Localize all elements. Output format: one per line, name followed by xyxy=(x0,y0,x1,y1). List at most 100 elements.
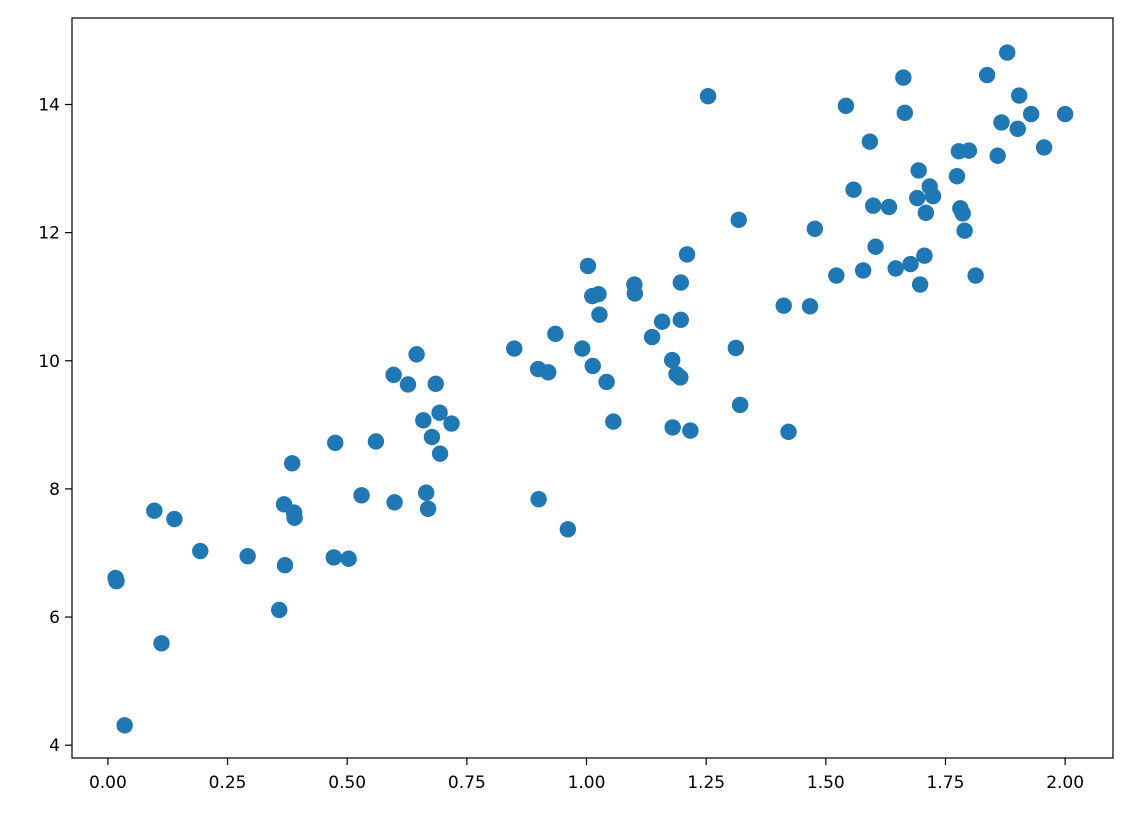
y-tick-label: 6 xyxy=(49,608,60,628)
scatter-point xyxy=(682,422,699,439)
scatter-point xyxy=(506,340,523,357)
y-tick-label: 14 xyxy=(38,95,60,115)
plot-frame xyxy=(71,17,1114,759)
scatter-point xyxy=(1010,87,1028,104)
scatter-point xyxy=(271,601,288,619)
scatter-point xyxy=(591,306,608,323)
scatter-point xyxy=(887,260,904,277)
scatter-point xyxy=(239,547,256,565)
scatter-point xyxy=(911,276,929,293)
scatter-point xyxy=(672,274,690,291)
x-tick-label: 1.25 xyxy=(687,773,725,793)
scatter-point xyxy=(993,114,1010,131)
scatter-point xyxy=(895,69,912,86)
scatter-point xyxy=(146,502,163,519)
scatter-point xyxy=(626,285,644,302)
scatter-point xyxy=(327,434,344,451)
y-tick-label: 10 xyxy=(38,352,60,372)
scatter-point xyxy=(780,423,797,441)
scatter-point xyxy=(1035,139,1053,156)
scatter-point xyxy=(730,211,747,229)
x-axis: 0.00 0.25 0.50 0.75 1.00 1.25 1.50 1.75 2.00 xyxy=(89,758,1084,793)
scatter-point xyxy=(643,328,661,346)
scatter-point xyxy=(399,376,417,393)
scatter-point xyxy=(867,238,884,255)
scatter-point xyxy=(192,542,209,560)
y-tick-label: 4 xyxy=(49,736,60,756)
scatter-point xyxy=(540,364,557,381)
scatter-point xyxy=(547,325,564,343)
scatter-point xyxy=(584,357,601,375)
scatter-point xyxy=(367,433,385,450)
scatter-point xyxy=(837,97,855,114)
scatter-point xyxy=(896,104,913,122)
scatter-point xyxy=(1009,120,1026,138)
scatter-point xyxy=(598,373,615,391)
scatter-point xyxy=(386,494,403,511)
scatter-point xyxy=(960,142,978,159)
scatter-point xyxy=(845,181,862,198)
scatter-point xyxy=(108,572,125,590)
x-tick-label: 1.50 xyxy=(807,773,845,793)
scatter-point xyxy=(590,285,607,303)
scatter-point xyxy=(954,205,971,222)
scatter-point xyxy=(924,187,942,205)
scatter-point xyxy=(806,220,824,237)
scatter-point xyxy=(431,404,448,421)
scatter-point xyxy=(916,247,933,264)
scatter-point xyxy=(902,255,919,273)
scatter-point xyxy=(417,484,435,501)
scatter-point xyxy=(828,267,845,284)
scatter-point xyxy=(663,351,681,369)
scatter-point xyxy=(559,521,577,538)
x-tick-label: 2.00 xyxy=(1046,773,1084,793)
scatter-point xyxy=(116,717,133,734)
scatter-point xyxy=(385,366,402,384)
scatter-point xyxy=(917,204,935,221)
scatter-point xyxy=(166,510,183,528)
scatter-point xyxy=(999,44,1016,61)
scatter-point xyxy=(340,550,357,567)
x-tick-label: 0.75 xyxy=(448,773,486,793)
scatter-point xyxy=(801,298,819,315)
x-tick-label: 0.00 xyxy=(89,773,127,793)
scatter-point xyxy=(283,455,301,472)
scatter-point xyxy=(956,222,973,239)
scatter-point xyxy=(530,490,547,508)
scatter-point xyxy=(153,635,170,652)
scatter-point xyxy=(672,369,689,386)
scatter-point xyxy=(672,311,690,328)
x-tick-label: 0.50 xyxy=(328,773,366,793)
scatter-point xyxy=(1056,105,1074,123)
scatter-point xyxy=(909,189,926,207)
x-tick-label: 0.25 xyxy=(209,773,247,793)
scatter-point xyxy=(664,419,681,436)
scatter-point xyxy=(861,133,879,150)
scatter-point xyxy=(408,346,425,363)
scatter-point xyxy=(574,340,591,357)
scatter-point xyxy=(415,412,432,429)
y-tick-label: 12 xyxy=(38,224,60,244)
scatter-point xyxy=(325,549,343,566)
x-tick-label: 1.75 xyxy=(927,773,965,793)
scatter-point xyxy=(699,87,717,105)
scatter-point xyxy=(427,375,444,393)
scatter-point xyxy=(431,445,449,462)
scatter-point xyxy=(443,415,460,432)
data-points xyxy=(107,44,1074,734)
scatter-point xyxy=(731,396,749,414)
scatter-point xyxy=(1022,105,1040,123)
scatter-point xyxy=(854,262,872,279)
scatter-point xyxy=(989,147,1006,164)
scatter-point xyxy=(419,500,437,517)
scatter-point xyxy=(423,428,441,446)
scatter-point xyxy=(967,267,984,284)
scatter-point xyxy=(910,162,927,179)
y-tick-label: 8 xyxy=(49,480,60,500)
scatter-point xyxy=(775,297,792,314)
scatter-point xyxy=(653,313,671,330)
scatter-point xyxy=(865,197,882,214)
scatter-point xyxy=(353,487,370,504)
scatter-point xyxy=(880,198,898,216)
